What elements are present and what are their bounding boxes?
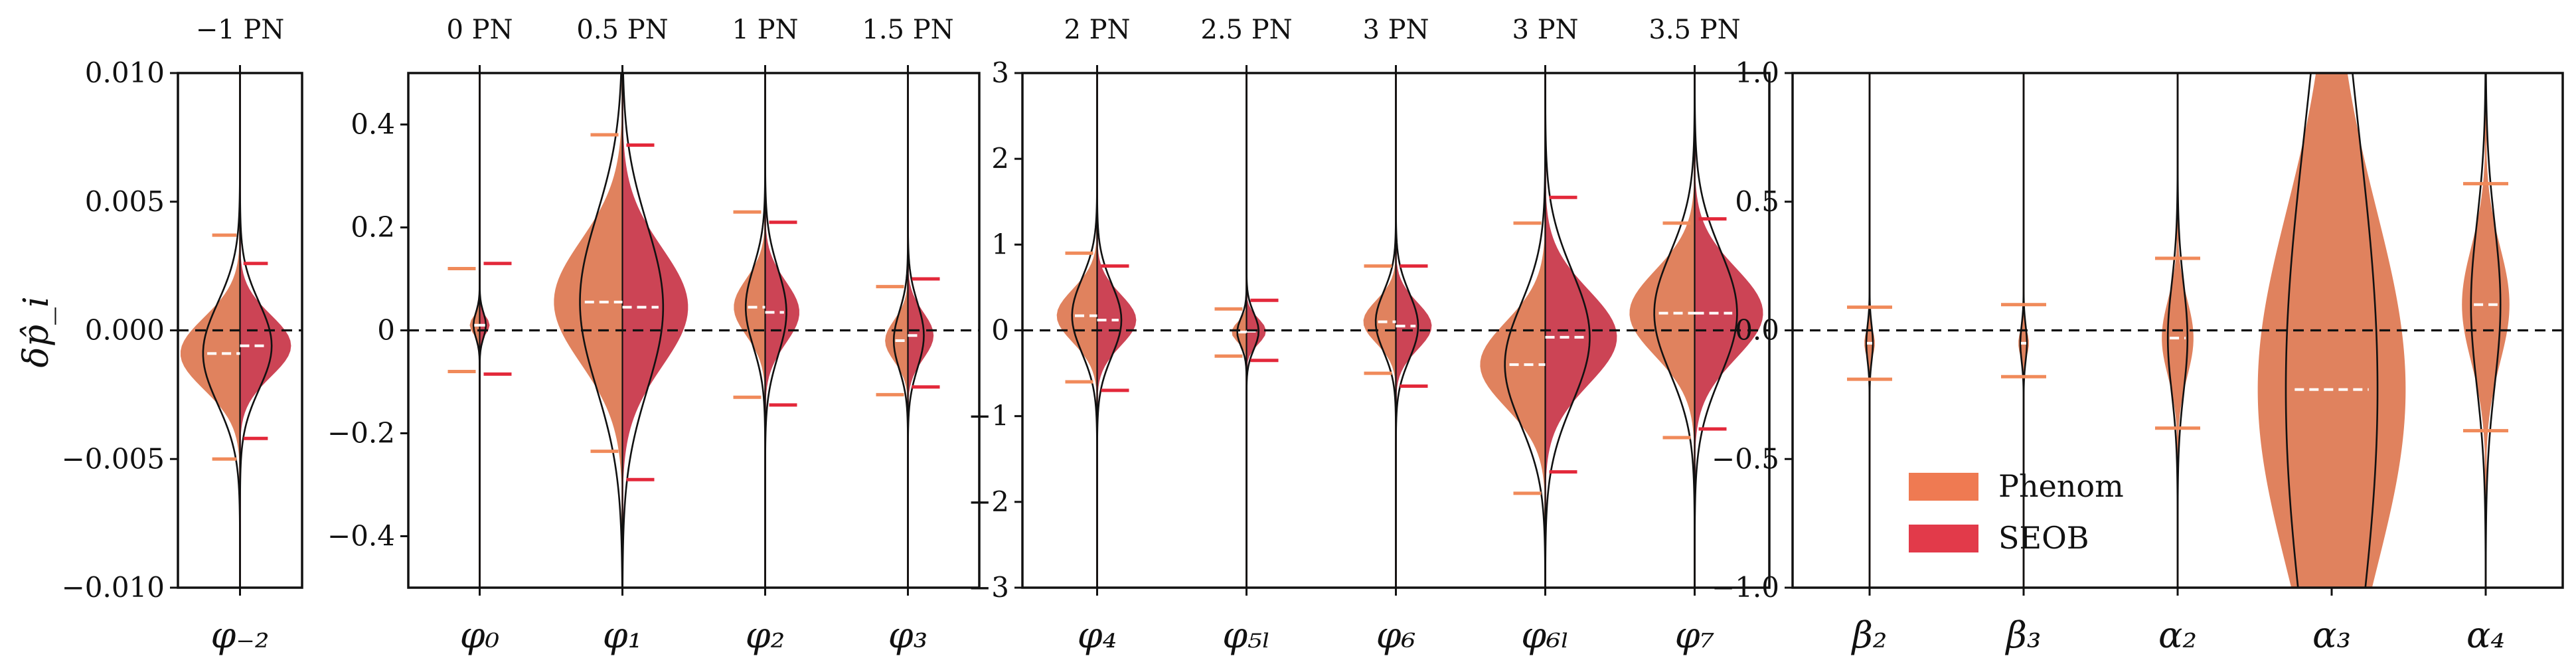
legend: Phenom SEOB — [1909, 468, 2124, 556]
y-tick-label: 2 — [991, 142, 1009, 175]
violin-phenom-left — [2162, 73, 2178, 588]
violin-phenom-half — [1363, 73, 1396, 588]
param-label: φ₇ — [1675, 614, 1714, 656]
violin-phenom-half — [180, 73, 240, 588]
param-label: β₂ — [1851, 614, 1888, 656]
pn-order-label: 3 PN — [1512, 15, 1578, 45]
violin-seob-half — [908, 73, 934, 588]
y-tick-label: 1 — [991, 228, 1009, 260]
y-tick-label: 0.000 — [85, 314, 165, 347]
y-tick-label: 0.4 — [351, 108, 395, 141]
pn-order-label: 3 PN — [1362, 15, 1429, 45]
pn-order-label: 3.5 PN — [1649, 15, 1740, 45]
pn-order-label: −1 PN — [196, 15, 285, 45]
y-tick-label: −1.0 — [1712, 571, 1779, 604]
param-label: φ₋₂ — [211, 614, 270, 656]
pn-order-label: 2 PN — [1064, 15, 1130, 45]
quantile-curve-right — [2176, 73, 2189, 588]
y-tick-label: 0 — [991, 314, 1009, 347]
y-tick-label: −0.4 — [327, 520, 395, 552]
quantile-curve-seob — [1544, 73, 1591, 588]
y-tick-label: 0.005 — [85, 185, 165, 218]
y-axis-label: δp̂_i — [17, 296, 56, 367]
quantile-curve-seob — [621, 73, 665, 588]
param-label: φ₄ — [1078, 614, 1117, 656]
y-tick-label: 0.5 — [1735, 185, 1779, 218]
y-tick-label: −0.010 — [62, 571, 165, 604]
y-tick-label: −0.5 — [1712, 442, 1779, 475]
param-label: φ₃ — [888, 614, 927, 656]
y-tick-label: −3 — [968, 571, 1009, 604]
violin-3-2 — [2155, 73, 2200, 588]
y-tick-label: 0.010 — [85, 56, 165, 89]
y-tick-label: 0.2 — [351, 211, 395, 244]
violin-seob-half — [1396, 73, 1432, 588]
param-label: φ₅ₗ — [1222, 614, 1271, 656]
panel-3: −3 −2 −1 0 1 2 3 φ₄ 2 PN φ₅ₗ 2.5 PN φ₆ 3 PN φ₆ₗ 3 PN φ₇… — [968, 15, 1771, 656]
violin-seob-half — [1694, 73, 1763, 588]
legend-label-phenom: Phenom — [1998, 468, 2124, 504]
y-tick-label: 0.0 — [1735, 314, 1779, 347]
pn-order-label: 0.5 PN — [576, 15, 668, 45]
param-label: φ₆ₗ — [1521, 614, 1570, 656]
param-label: φ₂ — [746, 614, 785, 656]
violin-seob-half — [765, 73, 799, 588]
y-tick-label: 1.0 — [1735, 56, 1779, 89]
param-label: α₄ — [2466, 614, 2505, 656]
panel-4: −1.0 −0.5 0.0 0.5 1.0 β₂ β₃ α₂ α₃ α₄ — [1712, 56, 2564, 656]
violin-phenom-right — [2178, 73, 2194, 588]
legend-label-seob: SEOB — [1998, 520, 2089, 556]
pn-order-label: 1.5 PN — [862, 15, 953, 45]
quantile-curve-right — [2484, 73, 2502, 588]
legend-swatch-seob — [1909, 525, 1978, 552]
y-tick-label: −0.2 — [327, 417, 395, 450]
param-label: α₂ — [2158, 614, 2197, 656]
panel-2: −0.4 −0.2 0 0.2 0.4 φ₀ 0 PN φ₁ 0.5 PN φ₂ 1 PN φ₃ 1.5… — [327, 15, 981, 656]
param-label: φ₀ — [460, 614, 499, 656]
y-tick-label: −2 — [968, 485, 1009, 518]
violin-phenom-right — [2486, 73, 2510, 588]
y-tick-label: −1 — [968, 400, 1009, 432]
param-label: φ₆ — [1376, 614, 1415, 656]
pn-order-label: 2.5 PN — [1200, 15, 1292, 45]
y-tick-label: 3 — [991, 56, 1009, 89]
y-tick-label: −0.005 — [62, 442, 165, 475]
quantile-curve-right — [2352, 73, 2379, 588]
param-label: α₃ — [2312, 614, 2351, 656]
pn-order-label: 0 PN — [446, 15, 513, 45]
quantile-curve-left — [2285, 73, 2312, 588]
legend-swatch-phenom — [1909, 473, 1978, 501]
panel-1: −0.010 −0.005 0.000 0.005 0.010 φ₋₂ −1 PN — [62, 15, 303, 656]
violin-1-2 — [733, 73, 799, 588]
pn-order-label: 1 PN — [732, 15, 798, 45]
y-tick-label: 0 — [377, 314, 395, 347]
param-label: β₃ — [2005, 614, 2042, 656]
param-label: φ₁ — [603, 614, 642, 656]
